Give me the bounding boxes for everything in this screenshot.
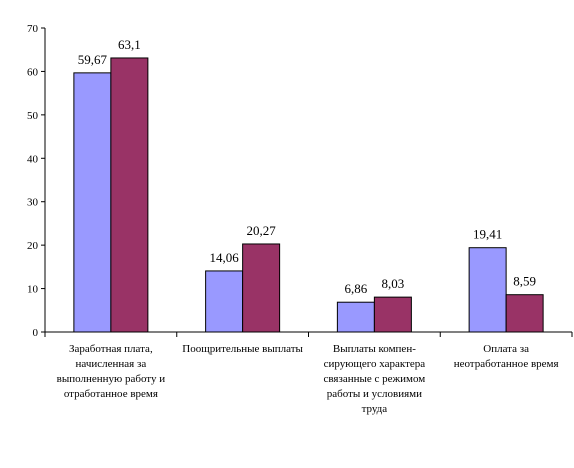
y-tick-label: 60 [27, 66, 39, 78]
bar [505, 294, 544, 333]
x-category-label: Заработная плата, начисленная за выполне… [56, 343, 166, 400]
bar-value-label: 14,06 [210, 250, 240, 265]
data-labels: 59,67 63,1 14,06 20,27 6,86 8,03 19,41 8,59 [78, 37, 536, 296]
y-tick-label: 10 [27, 284, 39, 296]
bar-value-label: 19,41 [473, 227, 502, 242]
x-category-label: Поощрительные выплаты [182, 343, 303, 355]
bar [205, 270, 244, 333]
bar-value-label: 8,03 [382, 276, 405, 291]
bar [373, 296, 412, 333]
bar [468, 247, 507, 333]
bar-value-label: 63,1 [118, 37, 141, 52]
bars [73, 57, 544, 333]
y-tick-label: 40 [27, 153, 39, 165]
bar [336, 301, 375, 333]
y-tick-label: 20 [27, 240, 39, 252]
bar [73, 72, 112, 333]
bar [242, 243, 281, 333]
x-category-label: Выплаты компен- сирующего характера связ… [323, 343, 426, 415]
y-tick-label: 0 [33, 327, 39, 339]
bar-value-label: 59,67 [78, 52, 108, 67]
y-tick-label: 30 [27, 197, 39, 209]
bar-value-label: 6,86 [345, 281, 368, 296]
y-tick-label: 50 [27, 110, 39, 122]
x-category-label: Оплата за неотработанное время [453, 343, 559, 370]
bar [110, 57, 149, 333]
bar-value-label: 20,27 [247, 223, 277, 238]
y-tick-label: 70 [27, 23, 39, 35]
bar-value-label: 8,59 [513, 274, 536, 289]
